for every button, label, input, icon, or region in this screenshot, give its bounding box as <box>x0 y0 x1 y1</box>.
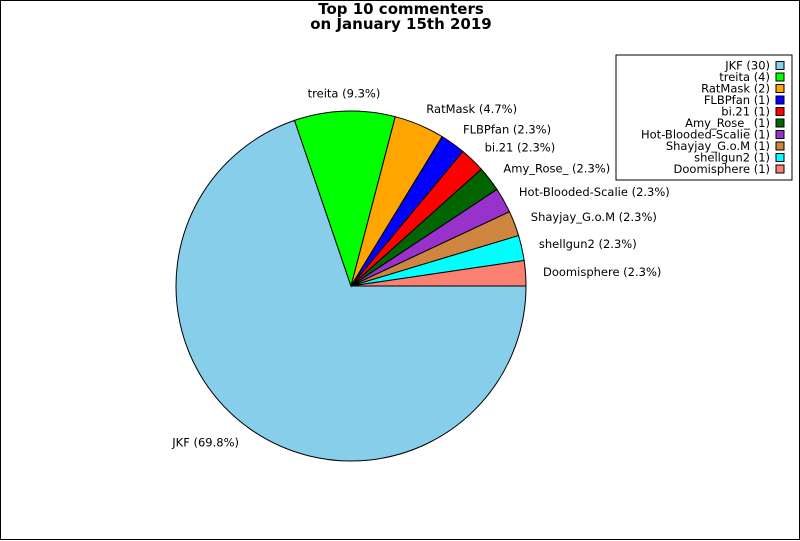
pie-slices <box>175 110 527 462</box>
legend-swatch <box>775 164 785 174</box>
legend-label: RatMask (2) <box>701 82 770 96</box>
chart-title-line2: on January 15th 2019 <box>310 15 492 33</box>
slice-label: Hot-Blooded-Scalie (2.3%) <box>519 185 670 199</box>
legend-swatch <box>775 72 785 82</box>
legend-label: FLBPfan (1) <box>704 93 770 107</box>
legend-swatch <box>775 153 785 162</box>
legend-label: Shayjay_G.o.M (1) <box>666 139 770 153</box>
slice-label: Amy_Rose_ (2.3%) <box>503 161 610 175</box>
pie-slice-doomisphere <box>350 259 527 287</box>
slice-label: treita (9.3%) <box>308 87 381 101</box>
legend-label: Amy_Rose_ (1) <box>685 116 770 130</box>
legend-swatch <box>775 84 785 93</box>
legend-label: JKF (30) <box>724 59 770 73</box>
legend-box <box>615 54 793 181</box>
slice-label: Doomisphere (2.3%) <box>543 265 661 279</box>
pie-slice-jkf <box>175 119 527 462</box>
pie-labels: JKF (69.8%) treita (9.3%) RatMask (4.7%) FL… <box>171 87 670 450</box>
slice-label: Shayjay_G.o.M (2.3%) <box>531 210 657 224</box>
pie-slice-treita <box>293 110 396 288</box>
legend-label: bi.21 (1) <box>721 105 770 119</box>
legend-swatch <box>775 130 785 139</box>
legend-label: treita (4) <box>719 70 770 84</box>
slice-label: RatMask (4.7%) <box>426 102 517 116</box>
slice-label: shellgun2 (2.3%) <box>539 237 637 251</box>
legend-swatch <box>775 118 785 128</box>
legend-label: Doomisphere (1) <box>674 162 770 176</box>
legend: JKF (30)treita (4)RatMask (2)FLBPfan (1)… <box>615 54 793 181</box>
slice-label: JKF (69.8%) <box>171 436 239 450</box>
chart-title-line1: Top 10 commenters <box>318 0 484 18</box>
legend-swatch <box>775 95 785 105</box>
legend-label: Hot-Blooded-Scalie (1) <box>641 128 770 142</box>
slice-label: FLBPfan (2.3%) <box>463 122 551 136</box>
legend-label: shellgun2 (1) <box>694 151 770 165</box>
legend-swatch <box>775 141 785 151</box>
slice-label: bi.21 (2.3%) <box>485 140 556 154</box>
legend-swatch <box>775 107 785 116</box>
legend-swatch <box>775 61 785 70</box>
chart-title: Top 10 commenters on January 15th 2019 <box>1 2 800 32</box>
